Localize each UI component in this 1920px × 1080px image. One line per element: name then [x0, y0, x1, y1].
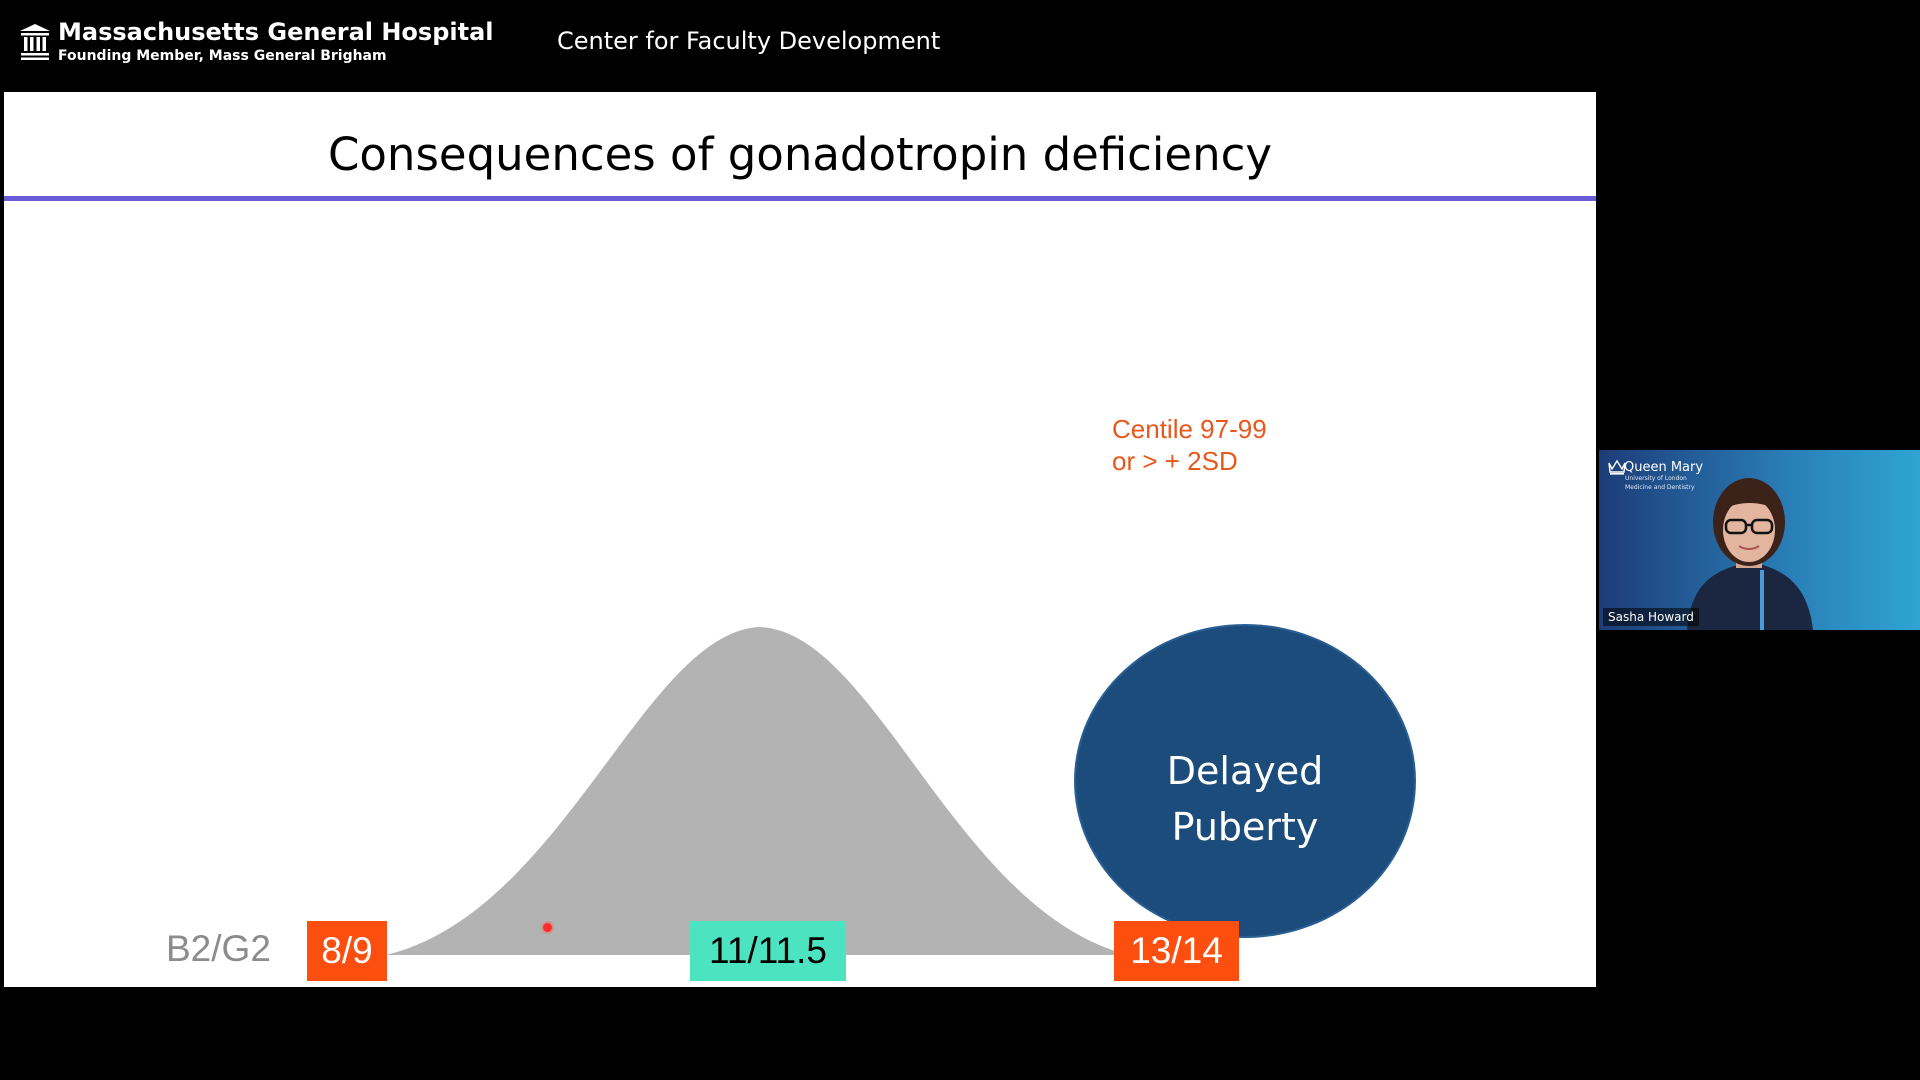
crown-logo-icon: [1608, 459, 1626, 475]
org-line-1: University of London: [1625, 475, 1687, 482]
brand-name: Massachusetts General Hospital: [58, 18, 494, 46]
participant-name-label: Sasha Howard: [1603, 608, 1699, 626]
hospital-building-icon: [20, 24, 50, 60]
centile-annotation: Centile 97-99 or > + 2SD: [1112, 413, 1267, 477]
participant-video-tile[interactable]: Queen Mary University of London Medicine…: [1599, 450, 1920, 630]
stage-label: B2/G2: [166, 928, 271, 969]
circle-line-2: Puberty: [1171, 805, 1319, 849]
circle-line-1: Delayed: [1166, 749, 1324, 793]
org-name: Queen Mary: [1624, 460, 1704, 475]
age-box-late: 13/14: [1114, 921, 1239, 981]
delayed-puberty-circle: Delayed Puberty: [1074, 624, 1416, 938]
age-box-median: 11/11.5: [690, 921, 846, 981]
brand-subtitle: Founding Member, Mass General Brigham: [58, 48, 387, 64]
bell-curve: [386, 627, 1129, 955]
title-divider: [4, 196, 1596, 201]
annotation-line-2: or > + 2SD: [1112, 446, 1238, 476]
participant-video-feed: [1687, 478, 1813, 630]
org-line-2: Medicine and Dentistry: [1625, 484, 1695, 491]
annotation-line-1: Centile 97-99: [1112, 414, 1267, 444]
distribution-curve-graphic: [386, 627, 1129, 955]
slide-title: Consequences of gonadotropin deficiency: [327, 128, 1273, 181]
top-bar: Massachusetts General Hospital Founding …: [0, 0, 1920, 92]
age-box-early: 8/9: [307, 921, 387, 981]
laser-pointer: [543, 923, 552, 932]
center-title: Center for Faculty Development: [557, 27, 941, 55]
shared-slide: Consequences of gonadotropin deficiency …: [4, 92, 1596, 987]
